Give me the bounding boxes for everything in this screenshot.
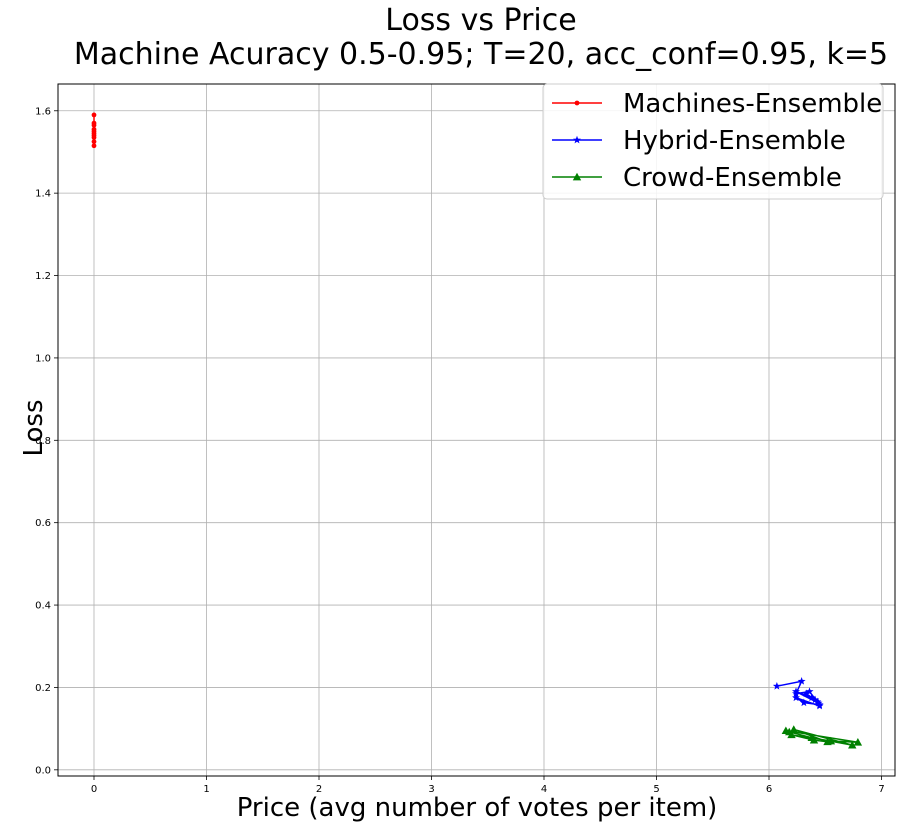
data-point: [772, 682, 781, 690]
x-tick-label: 4: [541, 784, 547, 795]
chart-title: Loss vs Price: [385, 3, 576, 38]
x-tick-label: 1: [203, 784, 209, 795]
series-hybrid-ensemble: [772, 677, 824, 710]
data-point: [807, 733, 816, 742]
data-point: [805, 687, 814, 695]
series-crowd-ensemble: [781, 725, 863, 749]
data-point: [802, 689, 811, 698]
y-tick-label: 1.4: [35, 189, 51, 200]
legend-box: [542, 83, 884, 200]
x-tick-label: 5: [653, 784, 659, 795]
legend-entry: Crowd-Ensemble: [552, 163, 842, 193]
data-point: [91, 112, 97, 118]
legend-entry: Hybrid-Ensemble: [552, 126, 846, 156]
data-point: [807, 693, 816, 702]
x-axis-ticks: 0 1 2 3 4 5 6 7: [91, 776, 885, 795]
x-tick-label: 3: [428, 784, 434, 795]
data-point: [91, 122, 97, 128]
data-point: [785, 727, 794, 736]
data-point: [797, 677, 806, 685]
data-point: [91, 143, 97, 149]
y-tick-label: 0.4: [35, 601, 51, 612]
data-point: [799, 698, 808, 707]
x-tick-label: 7: [878, 784, 884, 795]
series-machines-ensemble: [91, 112, 97, 149]
x-axis-label: Price (avg number of votes per item): [237, 793, 718, 823]
series-layer: [91, 112, 863, 749]
legend-marker: [574, 100, 580, 106]
chart-subtitle: Machine Acuracy 0.5-0.95; T=20, acc_conf…: [74, 37, 888, 72]
data-point: [792, 687, 800, 695]
y-tick-label: 0.0: [35, 765, 51, 776]
legend-label: Machines-Ensemble: [623, 89, 882, 119]
plot-frame: [57, 83, 896, 777]
legend: Machines-Ensemble Hybrid-Ensemble Crowd-En…: [542, 83, 884, 200]
data-point: [853, 738, 863, 746]
x-tick-label: 0: [91, 784, 97, 795]
legend-marker: [573, 135, 581, 144]
legend-label: Crowd-Ensemble: [623, 163, 842, 193]
y-tick-label: 0.8: [35, 436, 51, 447]
y-tick-label: 0.6: [35, 518, 51, 529]
data-point: [848, 740, 857, 749]
y-axis-label: Loss: [19, 399, 49, 456]
legend-entry: Machines-Ensemble: [552, 89, 882, 119]
data-point: [814, 698, 823, 707]
x-tick-label: 6: [766, 784, 772, 795]
x-tick-label: 2: [316, 784, 322, 795]
y-tick-label: 1.2: [35, 271, 51, 282]
y-tick-label: 1.0: [35, 353, 51, 364]
data-point: [91, 139, 97, 145]
data-point: [813, 697, 822, 706]
legend-label: Hybrid-Ensemble: [623, 126, 846, 156]
y-axis-ticks: 0.0 0.2 0.4 0.6 0.8 1.0 1.2 1.4 1.6: [35, 106, 58, 776]
legend-marker: [572, 172, 582, 181]
data-point: [792, 693, 800, 702]
data-point: [811, 695, 820, 704]
data-point: [823, 737, 832, 746]
data-point: [91, 135, 97, 140]
data-point: [789, 725, 798, 733]
y-tick-label: 1.6: [35, 106, 51, 117]
y-tick-label: 0.2: [35, 683, 51, 694]
